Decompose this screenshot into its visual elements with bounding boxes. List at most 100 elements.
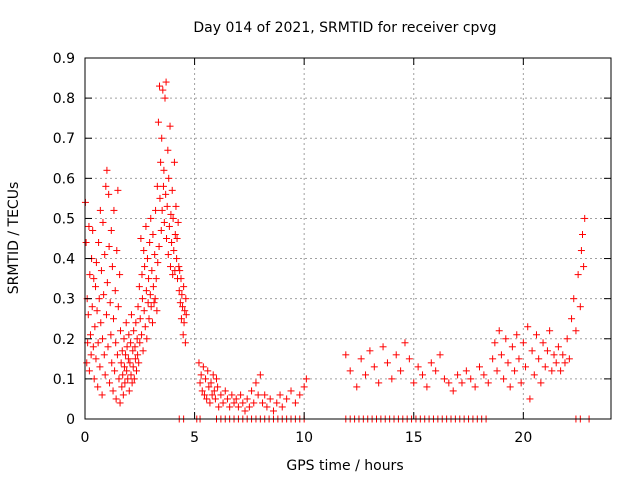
data-point [535, 355, 543, 363]
data-point [142, 222, 150, 230]
data-point [160, 218, 168, 226]
data-point [221, 387, 229, 395]
data-point [86, 271, 94, 279]
data-point [410, 379, 418, 387]
data-point [126, 359, 134, 367]
data-point [145, 315, 153, 323]
data-point [517, 379, 525, 387]
x-axis-ticks: 0 5 10 15 20 [81, 58, 532, 446]
data-point [530, 371, 538, 379]
data-point [397, 367, 405, 375]
data-point [541, 363, 549, 371]
data-point [181, 307, 189, 315]
data-point [127, 371, 135, 379]
data-point [152, 206, 160, 214]
data-point [379, 343, 387, 351]
data-point [532, 331, 540, 339]
data-point [550, 351, 558, 359]
data-point [175, 263, 183, 271]
data-point [197, 371, 205, 379]
data-point [106, 299, 114, 307]
data-point [116, 271, 124, 279]
data-point [109, 315, 117, 323]
data-point [362, 371, 370, 379]
data-point [122, 351, 130, 359]
data-point [232, 395, 240, 403]
data-point [128, 379, 136, 387]
data-point [241, 407, 249, 415]
data-point [108, 359, 116, 367]
data-point [557, 367, 565, 375]
data-point [162, 78, 170, 86]
data-point [167, 210, 175, 218]
data-point [276, 391, 284, 399]
data-point [581, 214, 589, 222]
data-point [112, 339, 120, 347]
data-point [196, 379, 204, 387]
data-point [215, 403, 223, 411]
data-point [182, 295, 190, 303]
data-point [132, 319, 140, 327]
data-point [252, 379, 260, 387]
data-point [169, 271, 177, 279]
data-point [96, 206, 104, 214]
data-point [579, 230, 587, 238]
data-point [138, 295, 146, 303]
data-point [563, 335, 571, 343]
data-point [135, 283, 143, 291]
data-point [136, 339, 144, 347]
data-point [239, 399, 247, 407]
data-point [142, 287, 150, 295]
data-point [124, 375, 132, 383]
data-point [522, 363, 530, 371]
x-tick-label: 15 [405, 430, 423, 446]
data-point [121, 379, 129, 387]
data-point [130, 375, 138, 383]
data-point [256, 371, 264, 379]
data-point [114, 186, 122, 194]
data-point [133, 367, 141, 375]
data-point [139, 347, 147, 355]
data-point [117, 327, 125, 335]
data-point [149, 283, 157, 291]
data-point [502, 335, 510, 343]
data-point [83, 359, 91, 367]
data-point [580, 263, 588, 271]
data-point [259, 399, 267, 407]
data-point [154, 259, 162, 267]
data-point [493, 367, 501, 375]
data-point [104, 343, 112, 351]
data-point [508, 343, 516, 351]
data-point [454, 371, 462, 379]
data-point [414, 363, 422, 371]
y-tick-label: 0.9 [53, 51, 75, 67]
data-point [177, 315, 185, 323]
data-point [200, 391, 208, 399]
data-point [123, 367, 131, 375]
data-point [565, 355, 573, 363]
data-point [159, 182, 167, 190]
y-tick-label: 0.8 [53, 91, 75, 107]
data-point [179, 331, 187, 339]
data-point [427, 359, 435, 367]
data-point [576, 303, 584, 311]
data-point [95, 239, 103, 247]
data-point [120, 363, 128, 371]
data-point [471, 383, 479, 391]
data-point [102, 311, 110, 319]
y-tick-label: 0.5 [53, 211, 75, 227]
data-point [173, 255, 181, 263]
data-point [112, 395, 120, 403]
data-point [199, 363, 207, 371]
data-point [118, 347, 126, 355]
data-point [168, 186, 176, 194]
y-tick-label: 0.3 [53, 292, 75, 308]
data-point [366, 347, 374, 355]
data-point [209, 371, 217, 379]
data-point [147, 303, 155, 311]
data-point [568, 315, 576, 323]
data-point [94, 339, 102, 347]
data-point [143, 335, 151, 343]
data-point [113, 247, 121, 255]
data-point [130, 327, 138, 335]
